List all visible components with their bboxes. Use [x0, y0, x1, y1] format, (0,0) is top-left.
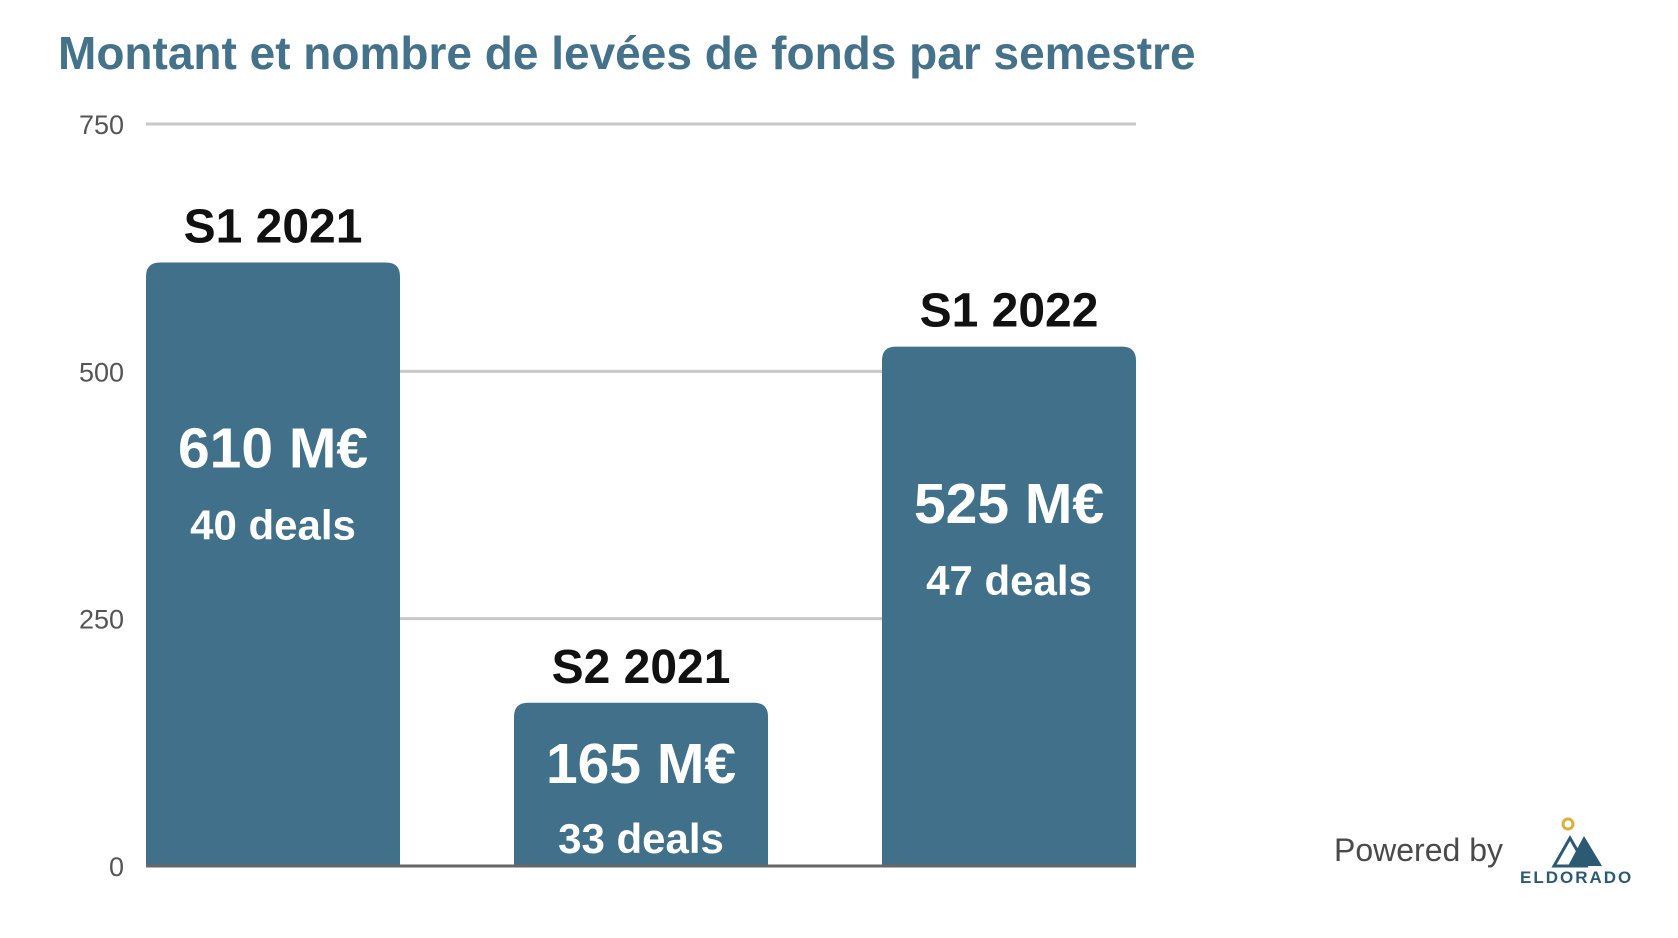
bar-s1-2021	[146, 262, 400, 866]
eldorado-logo-icon	[1551, 817, 1602, 868]
chart-title: Montant et nombre de levées de fonds par…	[58, 27, 1196, 79]
bar-s1-2022	[882, 346, 1136, 867]
bar-s2-2021	[514, 702, 768, 866]
deals-label: 33 deals	[558, 815, 724, 862]
deals-label: 47 deals	[926, 557, 1092, 604]
category-label: S1 2021	[184, 201, 363, 254]
bars	[146, 262, 1136, 867]
y-tick-label: 750	[79, 110, 124, 140]
brand-name: ELDORADO	[1520, 868, 1634, 887]
y-tick-label: 500	[79, 357, 124, 387]
y-tick-label: 0	[109, 852, 124, 882]
amount-label: 610 M€	[178, 417, 368, 481]
category-label: S2 2021	[552, 641, 731, 694]
y-tick-label: 250	[79, 605, 124, 635]
bar-labels: S1 2021 610 M€ 40 deals S2 2021 165 M€ 33 dea…	[178, 201, 1104, 862]
powered-by-text: Powered by	[1334, 832, 1503, 868]
amount-label: 525 M€	[914, 472, 1104, 536]
amount-label: 165 M€	[546, 732, 736, 796]
deals-label: 40 deals	[190, 502, 356, 549]
category-label: S1 2022	[920, 285, 1099, 338]
y-axis-ticks: 0 250 500 750	[79, 110, 124, 882]
